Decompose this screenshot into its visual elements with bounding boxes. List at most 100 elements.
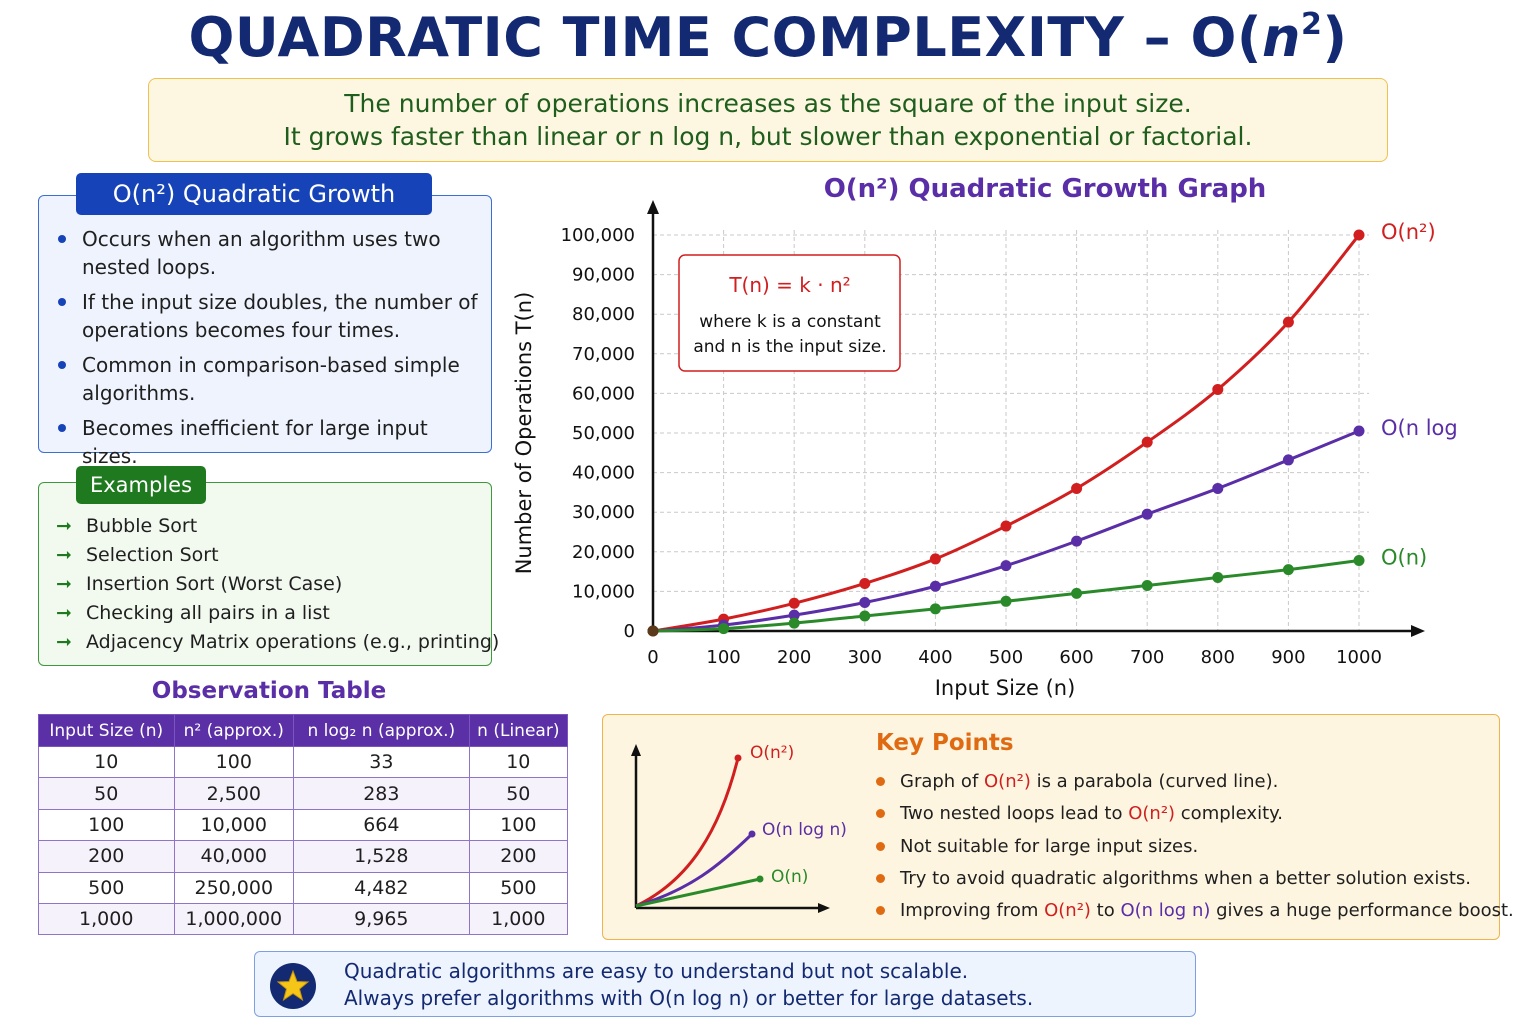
y-axis-label: Number of Operations T(n) <box>512 292 536 575</box>
table-cell: 2,500 <box>173 777 295 810</box>
examples-heading: Examples <box>76 466 206 504</box>
table-cell: 1,528 <box>293 840 470 873</box>
y-tick-label: 0 <box>624 621 635 642</box>
y-tick-label: 20,000 <box>572 542 635 563</box>
data-point <box>788 609 800 621</box>
intro-line-2: It grows faster than linear or n log n, … <box>283 122 1253 151</box>
table-cell: 200 <box>38 840 175 873</box>
data-point <box>1353 229 1365 241</box>
examples-list: ➞ Bubble Sort ➞ Selection Sort ➞ Insertion … <box>56 512 499 657</box>
observation-table: Input Size (n) n² (approx.) n log₂ n (ap… <box>38 714 569 936</box>
arrow-right-icon: ➞ <box>56 631 72 653</box>
data-point <box>1000 595 1012 607</box>
key-point-text: Graph of <box>900 771 985 792</box>
bullet-icon <box>876 841 885 851</box>
key-point-text: O(n²) <box>1044 900 1091 922</box>
list-item: ➞ Selection Sort <box>56 541 499 570</box>
list-item: ➞ Bubble Sort <box>56 512 499 541</box>
formula-note: and n is the input size. <box>693 337 886 357</box>
mini-label-quadratic: O(n²) <box>750 743 794 763</box>
bullet-icon <box>876 873 885 883</box>
key-point-item: Try to avoid quadratic algorithms when a… <box>876 863 1514 895</box>
list-item: Occurs when an algorithm uses two nested… <box>56 225 486 281</box>
x-tick-label: 600 <box>1059 647 1093 668</box>
key-points-list: Graph of O(n²) is a parabola (curved lin… <box>876 766 1514 927</box>
x-tick-label: 700 <box>1130 647 1164 668</box>
column-header: n log₂ n (approx.) <box>293 714 470 747</box>
data-point <box>1282 564 1294 576</box>
key-point-item: Not suitable for large input sizes. <box>876 831 1514 863</box>
page-title: QUADRATIC TIME COMPLEXITY – O(n2) <box>188 6 1348 69</box>
table-cell: 283 <box>293 777 470 810</box>
table-cell: 250,000 <box>173 871 295 904</box>
x-axis-label: Input Size (n) <box>935 676 1076 700</box>
data-point <box>788 597 800 609</box>
x-tick-label: 800 <box>1201 647 1235 668</box>
key-point-text: Improving from <box>900 900 1045 922</box>
table-cell: 664 <box>293 808 470 842</box>
key-point-text: O(n²) <box>1128 803 1176 825</box>
key-point-text: complexity. <box>1175 803 1283 825</box>
x-tick-label: 0 <box>647 647 658 668</box>
table-cell: 40,000 <box>173 840 295 873</box>
bullet-icon <box>876 906 885 916</box>
arrow-right-icon: ➞ <box>56 515 72 537</box>
formula-box <box>678 254 901 372</box>
table-row: 100 10,000 664 100 <box>38 808 569 842</box>
table-cell: 1,000 <box>38 902 175 936</box>
table-cell: 100 <box>38 808 175 842</box>
data-point <box>1071 587 1083 599</box>
table-cell: 50 <box>468 777 569 810</box>
list-item: ➞ Checking all pairs in a list <box>56 599 499 628</box>
key-point-text: Not suitable for large input sizes. <box>900 835 1199 857</box>
formula-text: T(n) = k · n² <box>728 273 850 297</box>
data-point <box>1071 482 1083 494</box>
x-tick-label: 300 <box>848 647 882 668</box>
mini-nlogn-endpoint <box>748 830 756 838</box>
column-header: Input Size (n) <box>38 714 175 747</box>
data-point <box>1212 572 1224 584</box>
data-point <box>859 596 871 608</box>
arrow-right-icon: ➞ <box>56 602 72 624</box>
footer-line-1: Quadratic algorithms are easy to underst… <box>344 959 969 983</box>
data-point <box>1353 425 1365 437</box>
growth-panel <box>38 195 492 453</box>
series-line <box>652 234 1361 633</box>
table-cell: 200 <box>468 840 569 873</box>
list-item: ➞ Adjacency Matrix operations (e.g., prin… <box>56 628 499 657</box>
table-row: 50 2,500 283 50 <box>38 777 569 810</box>
key-point-item: Graph of O(n²) is a parabola (curved lin… <box>876 766 1514 798</box>
table-cell: 100 <box>173 745 295 779</box>
arrow-right-icon: ➞ <box>56 544 72 566</box>
key-points-heading: Key Points <box>876 730 1014 756</box>
column-header: n (Linear) <box>468 714 569 747</box>
y-tick-label: 30,000 <box>572 502 635 523</box>
x-tick-label: 900 <box>1271 647 1305 668</box>
mini-x-arrow <box>818 903 830 913</box>
list-item: Becomes inefficient for large input size… <box>56 414 486 470</box>
x-tick-label: 100 <box>706 647 740 668</box>
key-point-text: O(n log n) <box>1120 900 1211 922</box>
formula-note: where k is a constant <box>699 312 881 332</box>
intro-box: The number of operations increases as th… <box>148 78 1388 162</box>
data-point <box>929 603 941 615</box>
x-tick-label: 200 <box>777 647 811 668</box>
mini-label-linear: O(n) <box>771 867 808 887</box>
data-point <box>647 625 659 637</box>
table-header-row: Input Size (n) n² (approx.) n log₂ n (ap… <box>38 714 569 747</box>
data-point <box>929 553 941 565</box>
key-point-text: O(n²) <box>984 771 1031 792</box>
table-cell: 1,000 <box>468 902 569 936</box>
x-tick-label: 500 <box>989 647 1023 668</box>
table-cell: 500 <box>468 871 569 904</box>
chart-title: O(n²) Quadratic Growth Graph <box>823 174 1267 204</box>
table-cell: 100 <box>468 808 569 842</box>
table-cell: 50 <box>38 777 175 810</box>
column-header: n² (approx.) <box>173 714 295 747</box>
key-point-text: gives a huge performance boost. <box>1210 900 1514 922</box>
data-point <box>1282 454 1294 466</box>
footer-line-2: Always prefer algorithms with O(n log n)… <box>344 986 1034 1010</box>
table-cell: 10 <box>468 745 569 779</box>
bullet-icon <box>58 298 66 306</box>
bullet-icon <box>58 424 66 432</box>
